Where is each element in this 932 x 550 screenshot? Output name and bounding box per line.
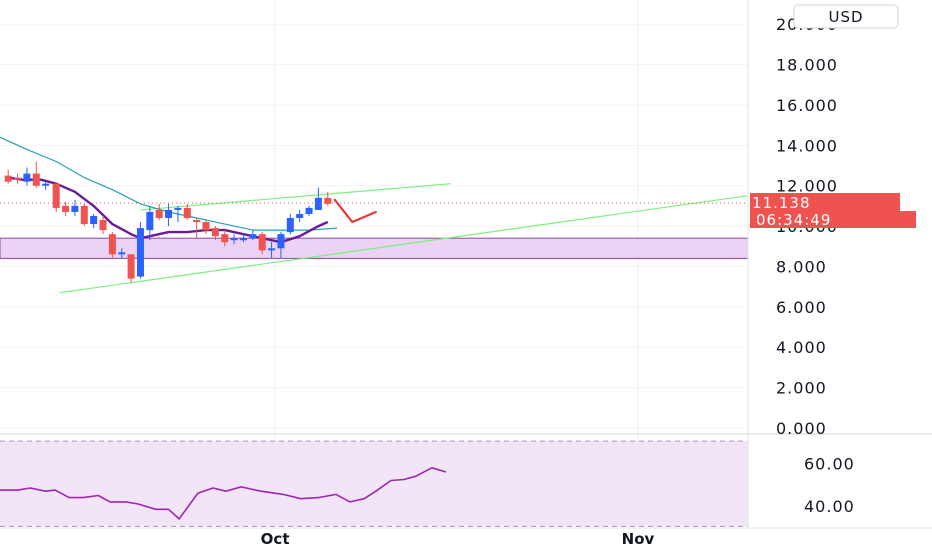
axes bbox=[0, 0, 932, 529]
rsi-line bbox=[0, 466, 447, 520]
countdown-badge: 06:34:49 bbox=[750, 211, 916, 229]
y-axis-labels: 20.00018.00016.00014.00012.00010.0008.00… bbox=[776, 15, 855, 516]
x-tick-label: Nov bbox=[622, 530, 655, 548]
candle-down[interactable] bbox=[183, 207, 191, 219]
candle-down[interactable] bbox=[62, 205, 70, 212]
candle-down[interactable] bbox=[193, 220, 201, 223]
candle-up[interactable] bbox=[305, 207, 313, 214]
candle-up[interactable] bbox=[146, 211, 154, 231]
y-tick-label: 18.000 bbox=[776, 56, 838, 75]
x-tick-label: Oct bbox=[261, 530, 290, 548]
candle-up[interactable] bbox=[296, 213, 304, 219]
y-tick-label: 12.000 bbox=[776, 177, 838, 196]
y-tick-label: 2.000 bbox=[776, 379, 827, 398]
candle-up[interactable] bbox=[174, 207, 182, 210]
candle-up[interactable] bbox=[71, 205, 79, 212]
candle-down[interactable] bbox=[258, 234, 266, 251]
currency-label: USD bbox=[828, 8, 863, 26]
y-tick-label: 8.000 bbox=[776, 257, 827, 276]
candle-up[interactable] bbox=[286, 218, 294, 233]
candle-down[interactable] bbox=[14, 177, 22, 180]
y-tick-label: 6.000 bbox=[776, 298, 827, 317]
candle-down[interactable] bbox=[127, 254, 135, 279]
candle-up[interactable] bbox=[165, 209, 173, 219]
candle-down[interactable] bbox=[99, 220, 107, 231]
candle-down[interactable] bbox=[324, 197, 332, 204]
rsi-y-tick-label: 60.00 bbox=[804, 454, 855, 473]
y-tick-label: 16.000 bbox=[776, 96, 838, 115]
candle-up[interactable] bbox=[268, 248, 276, 251]
candle-down[interactable] bbox=[202, 222, 210, 231]
y-tick-label: 4.000 bbox=[776, 338, 827, 357]
grid bbox=[0, 0, 748, 527]
candle-up[interactable] bbox=[249, 234, 257, 239]
y-tick-label: 0.000 bbox=[776, 419, 827, 438]
candle-up[interactable] bbox=[136, 228, 144, 277]
candle-down[interactable] bbox=[32, 173, 40, 186]
candle-down[interactable] bbox=[52, 183, 60, 208]
candle-up[interactable] bbox=[90, 215, 98, 225]
rsi-band bbox=[0, 441, 748, 527]
trend-line bbox=[59, 195, 747, 294]
projection-path bbox=[333, 198, 377, 224]
currency-button[interactable]: USD bbox=[793, 4, 899, 29]
projection-arrow bbox=[0, 198, 748, 224]
trend-line bbox=[140, 183, 451, 211]
candle-up[interactable] bbox=[314, 197, 322, 210]
candle-up[interactable] bbox=[239, 238, 247, 241]
countdown-label: 06:34:49 bbox=[756, 211, 831, 229]
trend-lines bbox=[59, 183, 747, 294]
candle-up[interactable] bbox=[42, 183, 50, 186]
last-price-badge: 11.138 bbox=[750, 193, 900, 212]
candle-up[interactable] bbox=[230, 238, 238, 241]
x-axis-labels: Oct Nov bbox=[261, 530, 655, 548]
rsi-y-tick-label: 40.00 bbox=[804, 497, 855, 516]
candle-down[interactable] bbox=[155, 209, 163, 219]
candle-down[interactable] bbox=[4, 175, 12, 182]
candles[interactable] bbox=[4, 161, 332, 283]
last-price-label: 11.138 bbox=[752, 194, 811, 212]
candle-down[interactable] bbox=[108, 234, 116, 255]
candle-down[interactable] bbox=[211, 228, 219, 237]
y-tick-label: 14.000 bbox=[776, 136, 838, 155]
candle-down[interactable] bbox=[80, 205, 88, 225]
rsi-pane bbox=[0, 440, 748, 527]
candle-up[interactable] bbox=[118, 252, 126, 255]
candle-down[interactable] bbox=[221, 234, 229, 243]
candle-up[interactable] bbox=[277, 234, 285, 249]
candle-up[interactable] bbox=[23, 173, 31, 182]
